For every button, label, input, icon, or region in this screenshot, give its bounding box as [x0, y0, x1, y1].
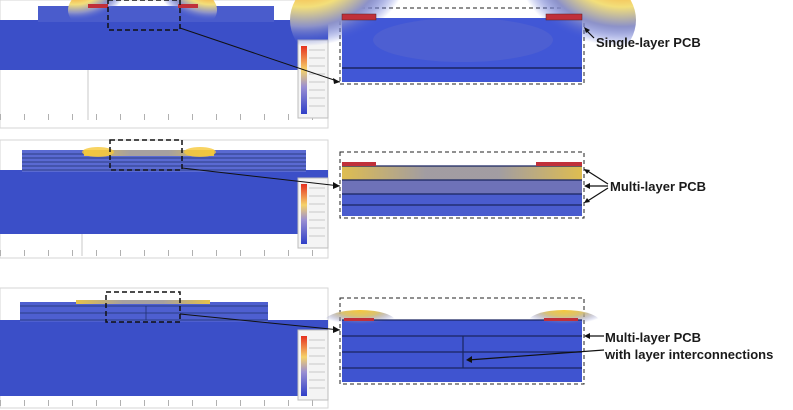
- panel-single-layer: [0, 0, 636, 129]
- hotspot-left: [68, 0, 136, 32]
- pad-left: [88, 4, 108, 8]
- axis-ticks: [0, 114, 328, 120]
- leader-line: [179, 27, 341, 83]
- label-interconnect-line1: Multi-layer PCB: [605, 330, 702, 345]
- zoom-box: [107, 0, 181, 31]
- substrate: [0, 170, 328, 234]
- colorbar: [297, 329, 329, 401]
- label-single-layer: Single-layer PCB: [596, 35, 701, 50]
- zoom-box: [109, 139, 183, 171]
- label-interconnect-line2: with layer interconnections: [605, 347, 774, 362]
- zoom-view-multi: [339, 151, 585, 219]
- zoom-view-interconnect: [324, 297, 600, 385]
- panel-multi-layer-interconnected: [0, 287, 605, 409]
- hot-strip: [84, 150, 214, 156]
- hotspot-right: [149, 0, 217, 32]
- via-arrow: [467, 349, 605, 361]
- hot-strip: [76, 300, 210, 304]
- label-multi-layer: Multi-layer PCB: [610, 179, 707, 194]
- panel-multi-layer: [0, 139, 609, 259]
- zoom-box: [105, 291, 181, 323]
- zoom-view-single: [290, 0, 636, 85]
- substrate: [0, 320, 328, 396]
- pad-right: [178, 4, 198, 8]
- colorbar: [297, 177, 329, 249]
- label-interconnect: Multi-layer PCB with layer interconnecti…: [605, 329, 773, 363]
- substrate: [0, 20, 328, 70]
